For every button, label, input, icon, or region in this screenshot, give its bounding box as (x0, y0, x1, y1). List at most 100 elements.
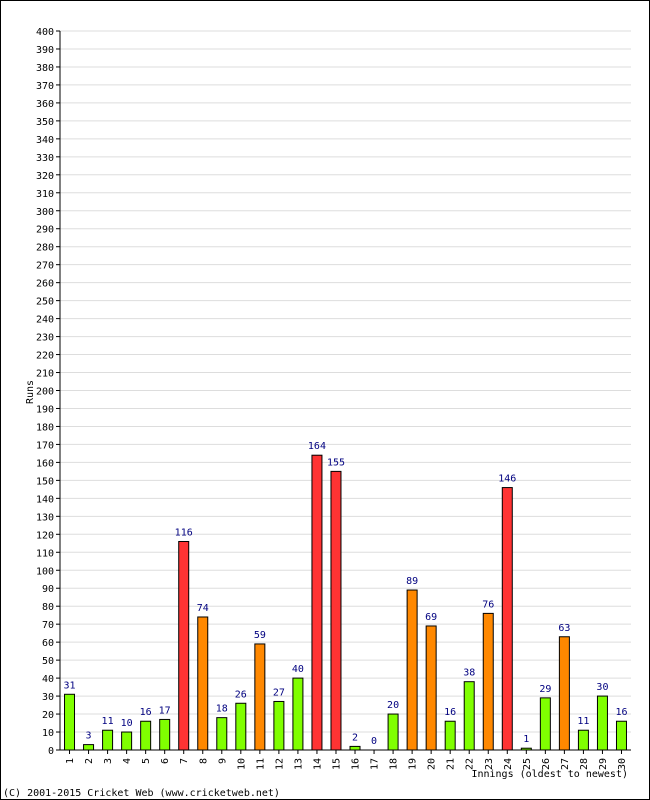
data-label: 2 (352, 732, 358, 743)
x-tick-label: 12 (274, 758, 285, 770)
x-tick-label: 15 (331, 758, 342, 770)
x-tick-label: 29 (598, 758, 609, 770)
y-tick-label: 140 (36, 494, 54, 505)
y-tick-label: 10 (42, 728, 54, 739)
bar (482, 612, 494, 751)
bar (83, 744, 95, 751)
bar (292, 677, 304, 751)
data-label: 26 (235, 689, 247, 700)
x-tick-label: 4 (122, 758, 133, 764)
data-label: 164 (308, 441, 326, 452)
x-tick-label: 5 (141, 758, 152, 764)
x-tick-label: 26 (541, 758, 552, 770)
x-tick-label: 25 (522, 758, 533, 770)
data-label: 20 (387, 700, 399, 711)
data-label: 16 (444, 707, 456, 718)
data-label: 69 (425, 612, 437, 623)
bar (254, 643, 266, 751)
data-label: 63 (558, 623, 570, 634)
data-label: 116 (175, 527, 193, 538)
data-label: 76 (482, 599, 494, 610)
x-tick-label: 28 (579, 758, 590, 770)
bar (615, 720, 627, 751)
data-label: 1 (523, 734, 529, 745)
y-tick-label: 190 (36, 404, 54, 415)
y-tick-label: 330 (36, 153, 54, 164)
x-tick-label: 20 (427, 758, 438, 770)
data-label: 89 (406, 576, 418, 587)
axes (59, 31, 631, 751)
bar (102, 729, 114, 751)
y-tick-label: 290 (36, 225, 54, 236)
bar (178, 540, 190, 751)
y-tick-label: 270 (36, 261, 54, 272)
data-label: 40 (292, 664, 304, 675)
y-tick-label: 380 (36, 63, 54, 74)
y-tick-label: 120 (36, 530, 54, 541)
data-label: 10 (121, 718, 133, 729)
bars (64, 454, 627, 751)
y-tick-label: 370 (36, 81, 54, 92)
x-tick-label: 21 (446, 758, 457, 770)
data-label: 30 (596, 682, 608, 693)
data-label: 29 (539, 684, 551, 695)
x-tick-label: 24 (503, 758, 514, 770)
bar (425, 625, 437, 751)
data-label: 11 (102, 716, 114, 727)
y-tick-label: 300 (36, 207, 54, 218)
x-tick-label: 1 (65, 758, 76, 764)
bar (463, 681, 475, 751)
y-tick-label: 220 (36, 351, 54, 362)
y-tick-label: 170 (36, 440, 54, 451)
y-tick-label: 390 (36, 45, 54, 56)
x-tick-label: 30 (617, 758, 628, 770)
y-tick-label: 60 (42, 638, 54, 649)
data-label: 16 (140, 707, 152, 718)
data-label: 11 (577, 716, 589, 727)
y-tick-label: 240 (36, 315, 54, 326)
y-tick-label: 50 (42, 656, 54, 667)
y-tick-label: 230 (36, 333, 54, 344)
bar (273, 700, 285, 751)
x-tick-label: 23 (484, 758, 495, 770)
x-tick-label: 7 (179, 758, 190, 764)
x-tick-label: 18 (389, 758, 400, 770)
y-tick-label: 210 (36, 369, 54, 380)
y-tick-label: 280 (36, 243, 54, 254)
bar (121, 731, 133, 751)
data-label: 18 (216, 704, 228, 715)
bar (501, 487, 513, 751)
y-tick-label: 350 (36, 117, 54, 128)
bar (577, 729, 589, 751)
x-tick-label: 19 (408, 758, 419, 770)
bar (558, 636, 570, 751)
bar (444, 720, 456, 751)
y-tick-label: 20 (42, 710, 54, 721)
bar (140, 720, 152, 751)
x-tick-label: 9 (217, 758, 228, 764)
y-tick-label: 70 (42, 620, 54, 631)
x-tick-labels: 1 2 3 4 5 6 7 8 9 10 11 12 13 14 15 16 17 18 19 20 21 22 23 24 2… (65, 750, 628, 770)
y-tick-label: 250 (36, 297, 54, 308)
data-label: 74 (197, 603, 209, 614)
x-tick-label: 2 (84, 758, 95, 764)
data-label: 3 (86, 731, 92, 742)
bar (330, 470, 342, 751)
y-tick-labels: 0 10 20 30 40 50 60 70 80 90 100 110 120 130 140 150 160… (36, 27, 54, 757)
gridlines (56, 30, 631, 751)
bar (596, 695, 608, 751)
bar (235, 702, 247, 751)
data-label: 17 (159, 705, 171, 716)
y-tick-label: 310 (36, 189, 54, 200)
y-tick-label: 110 (36, 548, 54, 559)
data-label: 38 (463, 668, 475, 679)
y-tick-label: 200 (36, 387, 54, 398)
data-label: 16 (615, 707, 627, 718)
bar (539, 697, 551, 751)
bar (406, 589, 418, 751)
bar (216, 717, 228, 751)
data-label: 0 (371, 736, 377, 747)
x-tick-label: 10 (236, 758, 247, 770)
bar (159, 718, 171, 751)
